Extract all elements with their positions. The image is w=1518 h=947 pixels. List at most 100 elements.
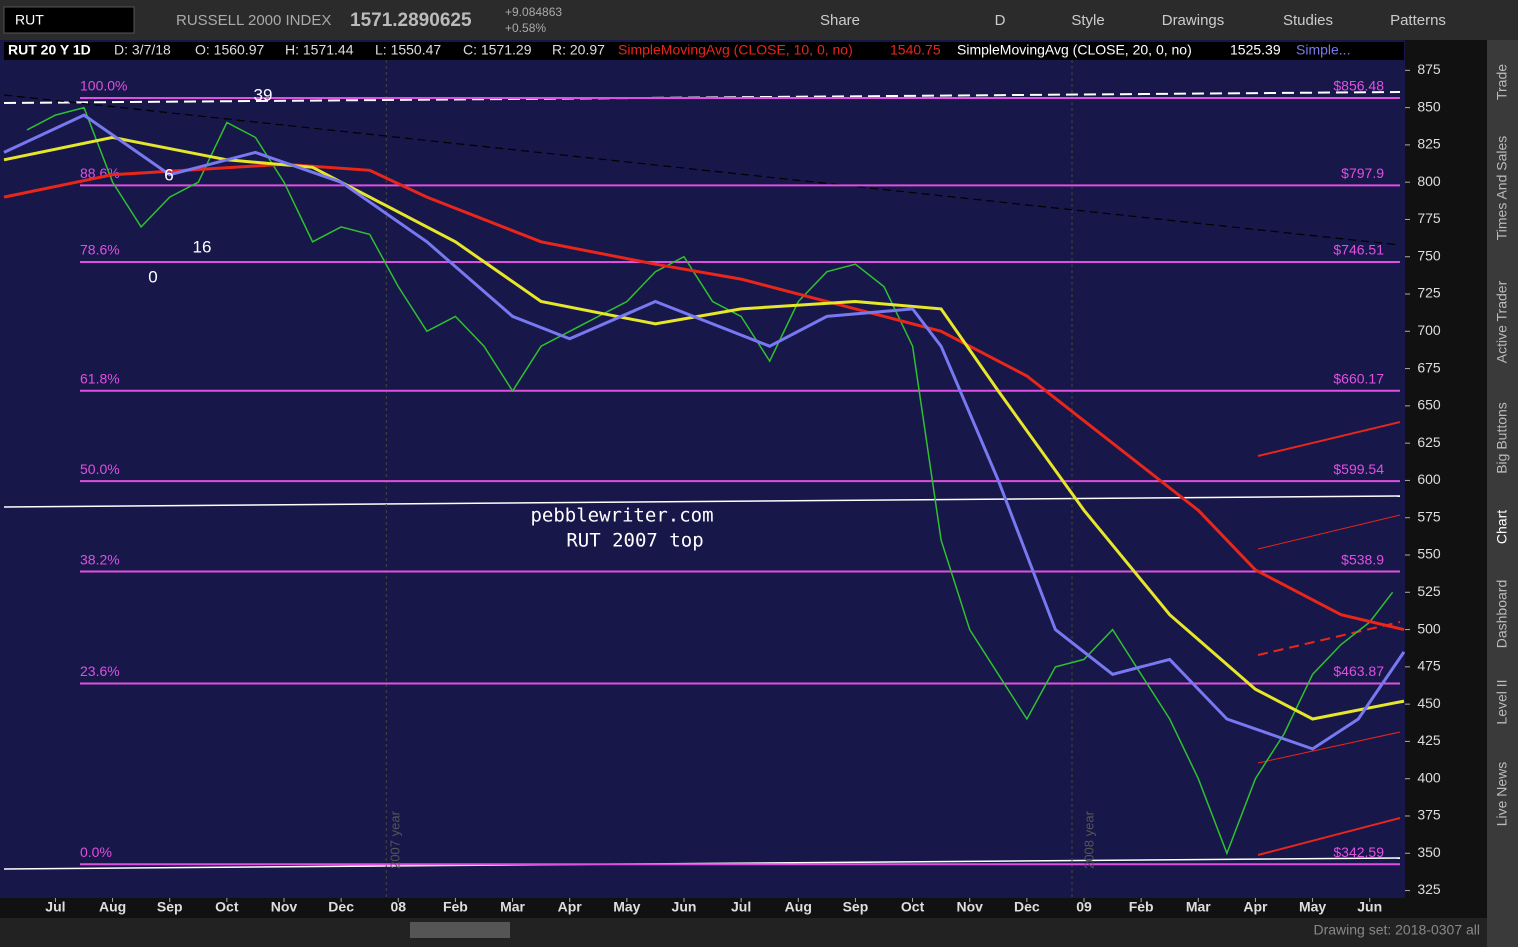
fib-percent: 50.0% (80, 461, 120, 477)
series-line (3, 162, 1405, 632)
trend-line (1257, 421, 1401, 457)
y-tick-label: 725 (1417, 285, 1441, 301)
x-tick-label: Nov (956, 899, 983, 915)
y-tick-label: 450 (1417, 695, 1441, 711)
x-tick-label: Oct (215, 899, 239, 915)
side-tab[interactable]: Level II (1494, 679, 1510, 724)
sma20-value: 1525.39 (1230, 42, 1281, 58)
annotation: 6 (164, 165, 173, 184)
series-line (3, 135, 1405, 721)
side-tab[interactable]: Active Trader (1494, 280, 1510, 363)
scrollbar[interactable] (410, 922, 510, 938)
x-tick-label: 09 (1076, 899, 1092, 915)
x-tick-label: Mar (500, 899, 525, 915)
trend-line (3, 495, 1401, 508)
fib-price: $746.51 (1333, 242, 1384, 258)
x-tick-label: Feb (1129, 899, 1154, 915)
toolbar-button[interactable]: Share (820, 12, 860, 29)
y-tick-label: 525 (1417, 583, 1441, 599)
x-tick-label: May (1299, 899, 1326, 915)
side-tab[interactable]: Chart (1494, 510, 1510, 544)
trend-line (1257, 514, 1401, 550)
y-tick-label: 550 (1417, 546, 1441, 562)
trend-line (3, 94, 1401, 246)
y-tick-label: 700 (1417, 322, 1441, 338)
y-tick-label: 825 (1417, 136, 1441, 152)
x-tick-label: Jun (1357, 899, 1382, 915)
x-tick-label: Oct (901, 899, 925, 915)
series-line (3, 113, 1406, 751)
trend-line (1257, 817, 1401, 856)
fib-price: $342.59 (1333, 844, 1384, 860)
side-tab[interactable]: Big Buttons (1494, 402, 1510, 474)
fib-price: $538.9 (1341, 551, 1384, 567)
fib-percent: 100.0% (80, 78, 127, 94)
y-tick-label: 850 (1417, 98, 1441, 114)
y-tick-label: 650 (1417, 397, 1441, 413)
trend-line (1257, 731, 1401, 764)
y-tick-label: 575 (1417, 508, 1441, 524)
symbol: RUT (15, 12, 44, 28)
series-line (26, 106, 1394, 856)
x-tick-label: Nov (271, 899, 298, 915)
fib-percent: 38.2% (80, 551, 120, 567)
toolbar-button[interactable]: D (995, 12, 1006, 29)
toolbar-button[interactable]: Patterns (1390, 12, 1446, 29)
fib-percent: 88.6% (80, 165, 120, 181)
trend-line (3, 91, 1401, 104)
y-tick-label: 350 (1417, 844, 1441, 860)
fib-price: $463.87 (1333, 663, 1384, 679)
side-tab[interactable]: Times And Sales (1494, 136, 1510, 241)
close: C: 1571.29 (463, 42, 532, 58)
y-tick-label: 325 (1417, 881, 1441, 897)
index-name: RUSSELL 2000 INDEX (176, 12, 331, 29)
x-tick-label: Jul (731, 899, 751, 915)
y-tick-label: 375 (1417, 807, 1441, 823)
fib-price: $660.17 (1333, 370, 1384, 386)
x-tick-label: Sep (843, 899, 869, 915)
x-tick-label: Feb (443, 899, 468, 915)
fib-price: $599.54 (1333, 461, 1384, 477)
y-tick-label: 800 (1417, 173, 1441, 189)
last-price: 1571.2890625 (350, 10, 472, 31)
y-axis-area (1405, 40, 1487, 908)
x-tick-label: Aug (785, 899, 812, 915)
fib-percent: 61.8% (80, 370, 120, 386)
symbol-box[interactable] (3, 6, 135, 34)
x-tick-label: Dec (328, 899, 354, 915)
y-tick-label: 750 (1417, 247, 1441, 263)
y-tick-label: 875 (1417, 61, 1441, 77)
fib-price: $856.48 (1333, 78, 1384, 94)
range: R: 20.97 (552, 42, 605, 58)
x-tick-label: May (613, 899, 640, 915)
change: +9.084863 (505, 5, 562, 19)
y-tick-label: 775 (1417, 210, 1441, 226)
side-tab[interactable]: Live News (1494, 762, 1510, 827)
low: L: 1550.47 (375, 42, 441, 58)
x-tick-label: Dec (1014, 899, 1040, 915)
y-tick-label: 600 (1417, 471, 1441, 487)
toolbar-button[interactable]: Drawings (1162, 12, 1225, 29)
toolbar-button[interactable]: Studies (1283, 12, 1333, 29)
side-tab[interactable]: Dashboard (1494, 580, 1510, 649)
annotation: RUT 2007 top (566, 530, 703, 552)
drawing-set: Drawing set: 2018-0307 all (1313, 922, 1480, 938)
y-tick-label: 625 (1417, 434, 1441, 450)
change-pct: +0.58% (505, 21, 546, 35)
annotation: 39 (254, 85, 273, 104)
annotation: pebblewriter.com (530, 505, 713, 527)
toolbar-button[interactable]: Style (1071, 12, 1104, 29)
x-tick-label: Apr (1243, 899, 1268, 915)
date: D: 3/7/18 (114, 42, 171, 58)
fib-percent: 23.6% (80, 663, 120, 679)
annotation: 2008 year (1081, 810, 1096, 868)
x-tick-label: Apr (558, 899, 583, 915)
fib-percent: 0.0% (80, 844, 112, 860)
y-tick-label: 500 (1417, 620, 1441, 636)
annotation: 16 (193, 237, 212, 256)
x-tick-label: Jul (45, 899, 65, 915)
more-studies: Simple... (1296, 42, 1350, 58)
side-tab[interactable]: Trade (1494, 64, 1510, 100)
